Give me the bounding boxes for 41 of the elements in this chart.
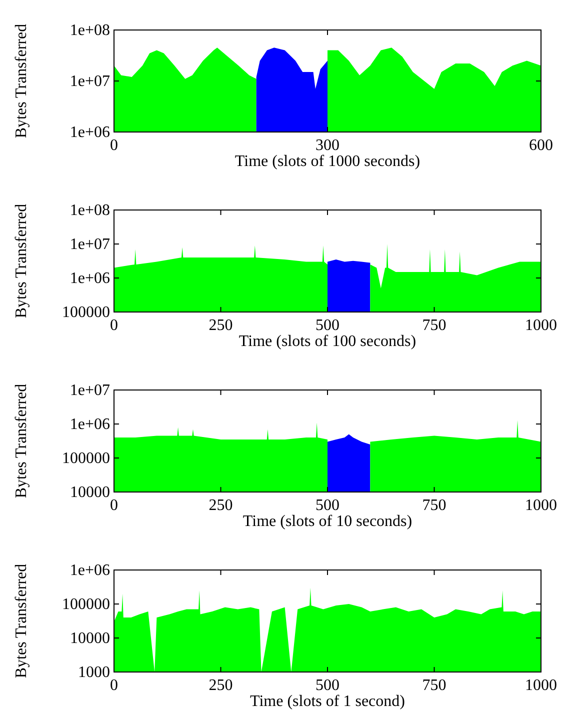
x-axis-title: Time (slots of 10 seconds) bbox=[242, 513, 412, 530]
x-tick-label: 250 bbox=[208, 317, 233, 334]
x-tick-label: 250 bbox=[208, 677, 233, 694]
x-tick-label: 1000 bbox=[525, 677, 557, 694]
x-tick-label: 600 bbox=[529, 137, 553, 154]
x-axis-title: Time (slots of 100 seconds) bbox=[238, 333, 416, 350]
x-tick-label: 750 bbox=[422, 497, 446, 514]
x-tick-label: 0 bbox=[110, 317, 118, 334]
x-tick-label: 0 bbox=[110, 137, 118, 154]
y-tick-label: 1e+08 bbox=[70, 22, 110, 39]
y-tick-label: 10000 bbox=[70, 630, 110, 647]
y-tick-label: 1e+06 bbox=[70, 124, 110, 141]
y-tick-label: 1000 bbox=[78, 664, 110, 681]
y-tick-label: 100000 bbox=[62, 304, 110, 321]
x-tick-label: 500 bbox=[316, 317, 340, 334]
x-tick-label: 500 bbox=[316, 497, 340, 514]
x-tick-label: 0 bbox=[110, 677, 118, 694]
x-tick-label: 1000 bbox=[525, 497, 557, 514]
x-tick-label: 1000 bbox=[525, 317, 557, 334]
y-tick-label: 1e+07 bbox=[70, 382, 110, 399]
x-axis-title: Time (slots of 1 second) bbox=[250, 693, 405, 710]
y-axis-title: Bytes Transferred bbox=[13, 564, 30, 678]
y-tick-label: 1e+06 bbox=[70, 416, 110, 433]
y-axis-title: Bytes Transferred bbox=[13, 384, 30, 498]
y-tick-label: 100000 bbox=[62, 596, 110, 613]
x-axis-title: Time (slots of 1000 seconds) bbox=[234, 153, 420, 170]
y-tick-label: 1e+08 bbox=[70, 202, 110, 219]
y-tick-label: 1e+07 bbox=[70, 73, 110, 90]
y-axis-title: Bytes Transferred bbox=[13, 204, 30, 318]
x-tick-label: 750 bbox=[422, 317, 446, 334]
y-tick-label: 10000 bbox=[70, 484, 110, 501]
y-tick-label: 100000 bbox=[62, 450, 110, 467]
x-tick-label: 250 bbox=[208, 497, 233, 514]
x-tick-label: 300 bbox=[316, 137, 340, 154]
y-axis-title: Bytes Transferred bbox=[13, 24, 30, 138]
y-tick-label: 1e+07 bbox=[70, 236, 110, 253]
y-tick-label: 1e+06 bbox=[70, 562, 110, 579]
x-tick-label: 500 bbox=[316, 677, 340, 694]
x-tick-label: 750 bbox=[422, 677, 446, 694]
x-tick-label: 0 bbox=[110, 497, 118, 514]
y-tick-label: 1e+06 bbox=[70, 270, 110, 287]
